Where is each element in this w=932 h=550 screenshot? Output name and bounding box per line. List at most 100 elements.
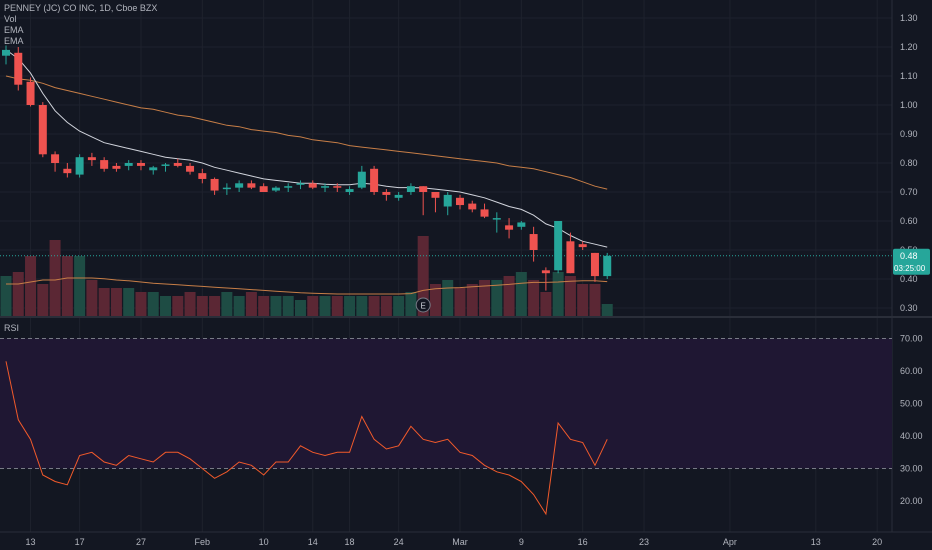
candle-body: [505, 225, 514, 230]
volume-bar: [466, 284, 478, 316]
volume-bar: [258, 296, 270, 316]
rsi-line: [5, 361, 608, 516]
countdown-label: 03:25:00: [894, 264, 926, 273]
volume-bar: [209, 296, 221, 316]
candle-body: [455, 197, 464, 206]
candle-body: [492, 218, 501, 220]
volume-bar: [552, 272, 564, 316]
time-tick-label: 9: [519, 537, 524, 547]
time-tick-label: 23: [639, 537, 649, 547]
candle-body: [75, 157, 84, 175]
price-tick-label: 0.30: [900, 303, 918, 313]
candle-body: [161, 164, 170, 166]
volume-bar: [491, 280, 503, 316]
candle-body: [186, 165, 195, 172]
last-price-badge: [893, 248, 930, 275]
candle-body: [406, 186, 415, 192]
volume-bar: [540, 292, 552, 316]
volume-bar: [442, 280, 454, 316]
time-tick-label: 18: [345, 537, 355, 547]
candle-body: [87, 157, 96, 161]
candle-body: [419, 186, 428, 192]
ema-legend-label-2[interactable]: EMA: [4, 36, 24, 46]
candle-body: [578, 244, 587, 248]
candle-body: [480, 209, 489, 217]
rsi-pane-title[interactable]: RSI: [4, 323, 20, 333]
price-tick-label: 1.30: [900, 13, 918, 23]
rsi-tick-label: 20.00: [900, 496, 923, 506]
volume-bar: [307, 296, 319, 316]
volume-ma-line: [6, 277, 608, 295]
candle-body: [149, 167, 158, 171]
candle-body: [321, 186, 330, 188]
candle-body: [566, 241, 575, 274]
volume-bar: [49, 240, 61, 316]
price-tick-label: 1.20: [900, 42, 918, 52]
price-tick-label: 0.70: [900, 187, 918, 197]
candle-body: [529, 234, 538, 250]
price-tick-label: 1.10: [900, 71, 918, 81]
candle-body: [51, 154, 60, 163]
volume-bar: [98, 288, 110, 316]
volume-bar: [479, 280, 491, 316]
rsi-tick-label: 40.00: [900, 431, 923, 441]
candle-body: [124, 163, 133, 166]
candle-body: [112, 165, 121, 169]
volume-bar: [429, 284, 441, 316]
volume-bar: [160, 296, 172, 316]
candle-body: [284, 186, 293, 188]
candle-body: [26, 81, 35, 105]
volume-bar: [123, 288, 135, 316]
time-tick-label: Mar: [452, 537, 468, 547]
earnings-marker-label: E: [421, 302, 426, 311]
candle-body: [468, 203, 477, 210]
candlesticks: E: [2, 45, 612, 313]
candle-body: [100, 160, 109, 169]
volume-bar: [37, 284, 49, 316]
volume-bar: [172, 296, 184, 316]
volume-bar: [405, 292, 417, 316]
rsi-plot: [0, 338, 892, 516]
volume-bar: [233, 296, 245, 316]
rsi-tick-label: 70.00: [900, 334, 923, 344]
volume-bar: [503, 276, 515, 316]
vol-legend-label[interactable]: Vol: [4, 14, 17, 24]
volume-bar: [135, 292, 147, 316]
volume-bar: [515, 272, 527, 316]
volume-bar: [331, 296, 343, 316]
candle-body: [382, 192, 391, 195]
candle-body: [222, 187, 231, 190]
volume-bar: [74, 256, 86, 316]
candle-body: [38, 105, 47, 155]
volume-bar: [356, 296, 368, 316]
chart-legend: PENNEY (JC) CO INC, 1D, Cboe BZX Vol EMA…: [4, 3, 157, 47]
candle-body: [345, 189, 354, 192]
time-tick-label: 20: [872, 537, 882, 547]
volume-bar: [589, 284, 601, 316]
candle-body: [431, 192, 440, 198]
price-tick-label: 0.40: [900, 274, 918, 284]
rsi-band-fill: [0, 338, 892, 469]
ema-legend-label-1[interactable]: EMA: [4, 25, 24, 35]
candle-body: [443, 194, 452, 207]
candle-body: [357, 171, 366, 188]
candle-body: [394, 194, 403, 198]
symbol-title[interactable]: PENNEY (JC) CO INC, 1D, Cboe BZX: [4, 3, 158, 13]
volume-bar: [564, 276, 576, 316]
candle-body: [590, 252, 599, 277]
volume-bar: [110, 288, 122, 316]
time-tick-label: 17: [75, 537, 85, 547]
rsi-tick-label: 60.00: [900, 366, 923, 376]
earnings-marker: [415, 297, 431, 313]
time-tick-label: 16: [578, 537, 588, 547]
ema-slow-line: [5, 75, 608, 190]
axes: 1.301.201.101.000.900.800.700.600.500.40…: [26, 13, 930, 547]
time-tick-label: 27: [136, 537, 146, 547]
candle-body: [554, 221, 563, 271]
volume-bar: [221, 292, 233, 316]
volume-bar: [196, 296, 208, 316]
time-tick-label: Feb: [195, 537, 211, 547]
volume-bar: [528, 280, 540, 316]
volume-bar: [25, 256, 37, 316]
